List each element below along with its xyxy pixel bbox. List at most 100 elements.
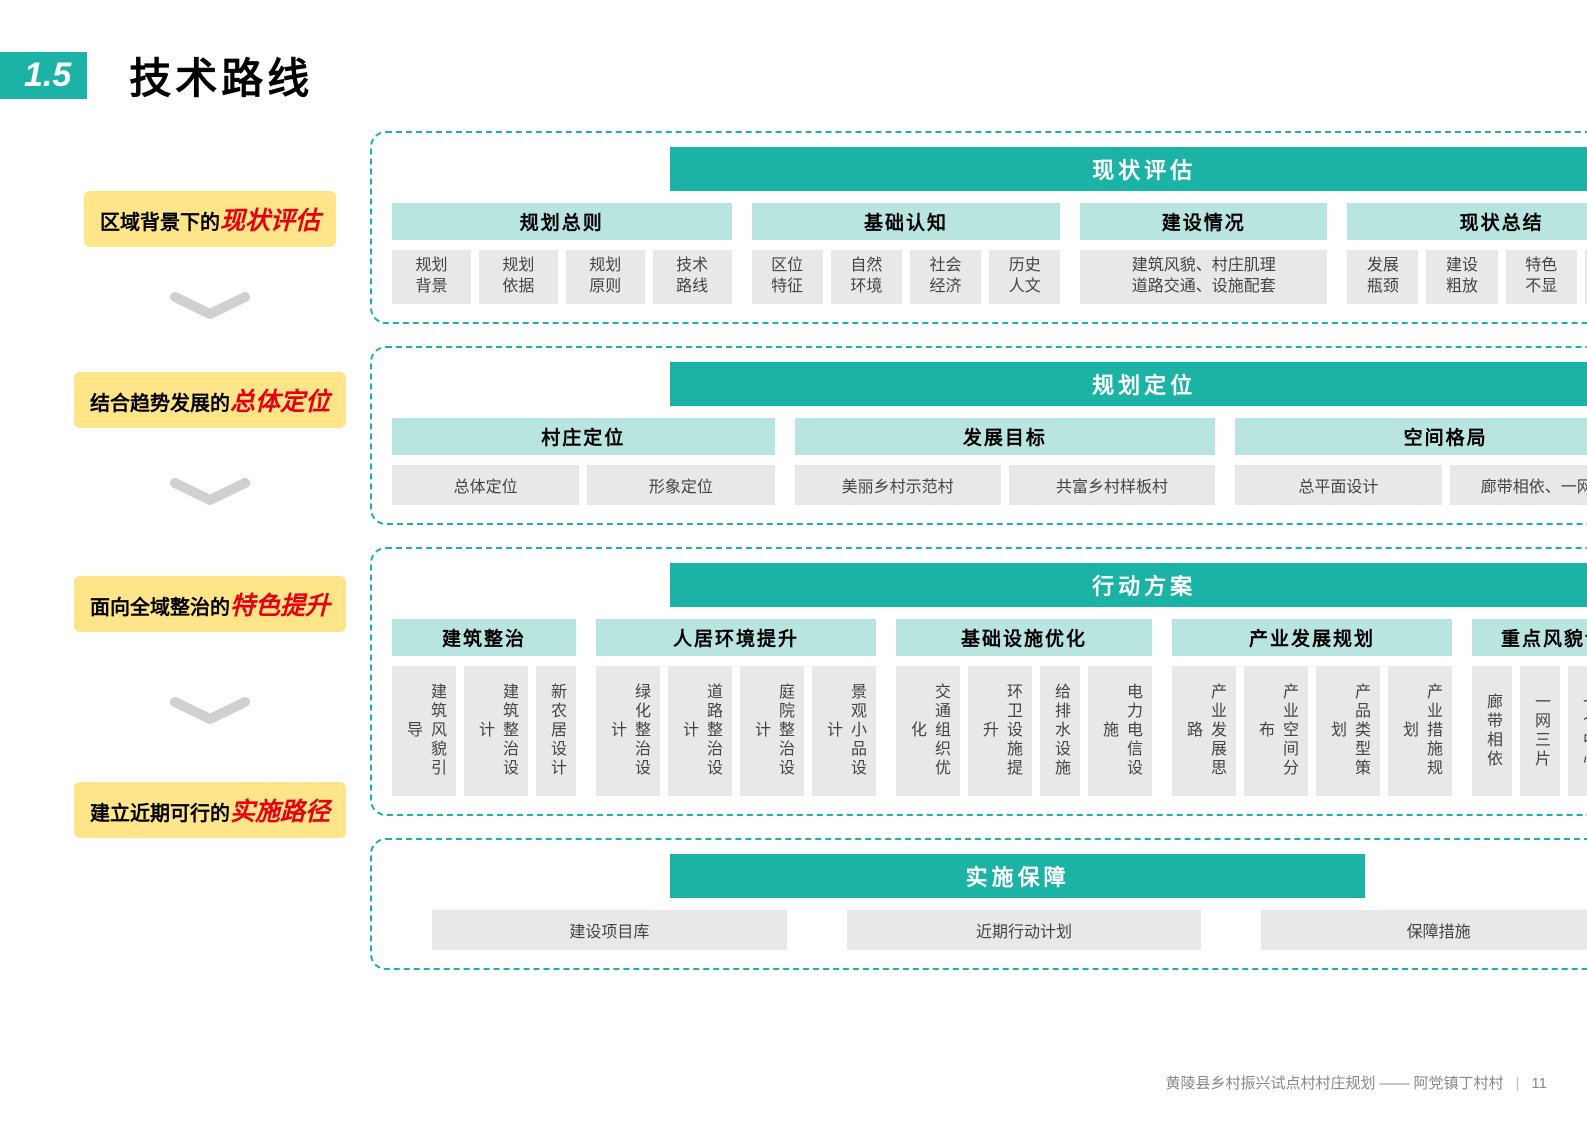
chevron-down-icon [165, 478, 255, 508]
cell: 历史 人文 [989, 250, 1060, 304]
content-area: 区域背景下的现状评估 结合趋势发展的总体定位 面向全域整治的特色提升 建立近期可… [0, 106, 1587, 970]
group: 基础认知 区位 特征 自然 环境 社会 经济 历史 人文 [752, 203, 1061, 304]
group: 建筑整治 建筑风貌引导 建筑整治设计 新农居设计 [392, 619, 576, 796]
cell: 建筑整治设计 [464, 666, 528, 796]
cells: 廊带相依 一网三片 一个中心 多处节点 [1472, 666, 1587, 796]
group: 空间格局 总平面设计 廊带相依、一网三片 [1235, 418, 1587, 505]
cell: 产业空间分布 [1244, 666, 1308, 796]
row: 村庄定位 总体定位 形象定位 发展目标 美丽乡村示范村 共富乡村样板村 空间格局 [392, 418, 1587, 505]
cells: 交通组织优化 环卫设施提升 给排水设施 电力电信设施 [896, 666, 1152, 796]
left-label-1: 区域背景下的现状评估 [84, 191, 336, 247]
cell: 产品类型策划 [1316, 666, 1380, 796]
footer-text2: 阿党镇丁村村 [1414, 1075, 1504, 1092]
right-column: 现状评估 规划总则 规划 背景 规划 依据 规划 原则 技术 路线 基础认知 区… [360, 131, 1587, 970]
cell: 社会 经济 [910, 250, 981, 304]
group: 人居环境提升 绿化整治设计 道路整治设计 庭院整治设计 景观小品设计 [596, 619, 876, 796]
sub-title: 重点风貌设计 [1472, 619, 1587, 656]
cell: 环卫设施提升 [968, 666, 1032, 796]
sub-title: 产业发展规划 [1172, 619, 1452, 656]
block-title: 现状评估 [670, 147, 1587, 191]
cell: 产业措施规划 [1388, 666, 1452, 796]
cell: 技术 路线 [653, 250, 732, 304]
group: 发展目标 美丽乡村示范村 共富乡村样板村 [795, 418, 1216, 505]
cells: 美丽乡村示范村 共富乡村样板村 [795, 465, 1216, 505]
cell: 发展 瓶颈 [1347, 250, 1418, 304]
label-prefix: 结合趋势发展的 [90, 393, 230, 415]
group: 基础设施优化 交通组织优化 环卫设施提升 给排水设施 电力电信设施 [896, 619, 1152, 796]
group: 规划总则 规划 背景 规划 依据 规划 原则 技术 路线 [392, 203, 732, 304]
divider: | [1516, 1075, 1520, 1092]
cell: 景观小品设计 [812, 666, 876, 796]
label-em: 实施路径 [230, 798, 330, 826]
block-title: 规划定位 [670, 362, 1587, 406]
block-3: 行动方案 建筑整治 建筑风貌引导 建筑整治设计 新农居设计 人居环境提升 绿化整… [370, 547, 1587, 816]
page-header: 1.5 技术路线 [0, 0, 1587, 106]
footer-text1: 黄陵县乡村振兴试点村村庄规划 [1165, 1075, 1375, 1092]
cells: 建筑风貌引导 建筑整治设计 新农居设计 [392, 666, 576, 796]
cells: 建设项目库 近期行动计划 保障措施 [392, 910, 1587, 950]
block-title: 实施保障 [670, 854, 1365, 898]
left-column: 区域背景下的现状评估 结合趋势发展的总体定位 面向全域整治的特色提升 建立近期可… [60, 131, 360, 970]
group: 重点风貌设计 廊带相依 一网三片 一个中心 多处节点 [1472, 619, 1587, 796]
cell: 规划 依据 [479, 250, 558, 304]
cell: 规划 原则 [566, 250, 645, 304]
row: 建筑整治 建筑风貌引导 建筑整治设计 新农居设计 人居环境提升 绿化整治设计 道… [392, 619, 1587, 796]
left-label-2: 结合趋势发展的总体定位 [74, 372, 346, 428]
dash: —— [1380, 1075, 1410, 1092]
label-em: 现状评估 [220, 207, 320, 235]
chevron-down-icon [165, 697, 255, 727]
block-2: 规划定位 村庄定位 总体定位 形象定位 发展目标 美丽乡村示范村 共富乡村样板村 [370, 346, 1587, 525]
sub-title: 发展目标 [795, 418, 1216, 455]
cells: 发展 瓶颈 建设 粗放 特色 不显 影响 有限 [1347, 250, 1587, 304]
cell: 形象定位 [587, 465, 774, 505]
cell: 特色 不显 [1506, 250, 1577, 304]
cell: 庭院整治设计 [740, 666, 804, 796]
sub-title: 建筑整治 [392, 619, 576, 656]
group: 建设情况 建筑风貌、村庄肌理 道路交通、设施配套 [1080, 203, 1327, 304]
block-title: 行动方案 [670, 563, 1587, 607]
sub-title: 村庄定位 [392, 418, 775, 455]
sub-title: 建设情况 [1080, 203, 1327, 240]
cells: 总体定位 形象定位 [392, 465, 775, 505]
section-number: 1.5 [0, 52, 87, 99]
page-footer: 黄陵县乡村振兴试点村村庄规划 ——阿党镇丁村村 | 11 [1165, 1072, 1547, 1093]
label-em: 总体定位 [230, 388, 330, 416]
cell: 给排水设施 [1040, 666, 1080, 796]
cell: 交通组织优化 [896, 666, 960, 796]
block-1: 现状评估 规划总则 规划 背景 规划 依据 规划 原则 技术 路线 基础认知 区… [370, 131, 1587, 324]
cell: 一网三片 [1520, 666, 1560, 796]
sub-title: 现状总结 [1347, 203, 1587, 240]
left-label-3: 面向全域整治的特色提升 [74, 576, 346, 632]
sub-title: 空间格局 [1235, 418, 1587, 455]
cells: 区位 特征 自然 环境 社会 经济 历史 人文 [752, 250, 1061, 304]
cell: 产业发展思路 [1172, 666, 1236, 796]
label-prefix: 建立近期可行的 [90, 803, 230, 825]
page-number: 11 [1531, 1075, 1547, 1092]
row: 规划总则 规划 背景 规划 依据 规划 原则 技术 路线 基础认知 区位 特征 … [392, 203, 1587, 304]
page-title: 技术路线 [129, 45, 313, 106]
cell: 绿化整治设计 [596, 666, 660, 796]
cells: 建筑风貌、村庄肌理 道路交通、设施配套 [1080, 250, 1327, 304]
cell: 建筑风貌引导 [392, 666, 456, 796]
cells: 规划 背景 规划 依据 规划 原则 技术 路线 [392, 250, 732, 304]
sub-title: 人居环境提升 [596, 619, 876, 656]
cell: 建设 粗放 [1426, 250, 1497, 304]
cell: 建筑风貌、村庄肌理 道路交通、设施配套 [1080, 250, 1327, 304]
cell: 自然 环境 [831, 250, 902, 304]
cell: 总平面设计 [1235, 465, 1441, 505]
left-label-4: 建立近期可行的实施路径 [74, 782, 346, 838]
label-prefix: 面向全域整治的 [90, 597, 230, 619]
sub-title: 基础设施优化 [896, 619, 1152, 656]
cells: 产业发展思路 产业空间分布 产品类型策划 产业措施规划 [1172, 666, 1452, 796]
block-4: 实施保障 建设项目库 近期行动计划 保障措施 [370, 838, 1587, 970]
cell: 近期行动计划 [847, 910, 1202, 950]
sub-title: 基础认知 [752, 203, 1061, 240]
cell: 美丽乡村示范村 [795, 465, 1001, 505]
cell: 廊带相依 [1472, 666, 1512, 796]
label-em: 特色提升 [230, 592, 330, 620]
cells: 绿化整治设计 道路整治设计 庭院整治设计 景观小品设计 [596, 666, 876, 796]
cell: 区位 特征 [752, 250, 823, 304]
cells: 总平面设计 廊带相依、一网三片 [1235, 465, 1587, 505]
cell: 建设项目库 [432, 910, 787, 950]
group: 村庄定位 总体定位 形象定位 [392, 418, 775, 505]
